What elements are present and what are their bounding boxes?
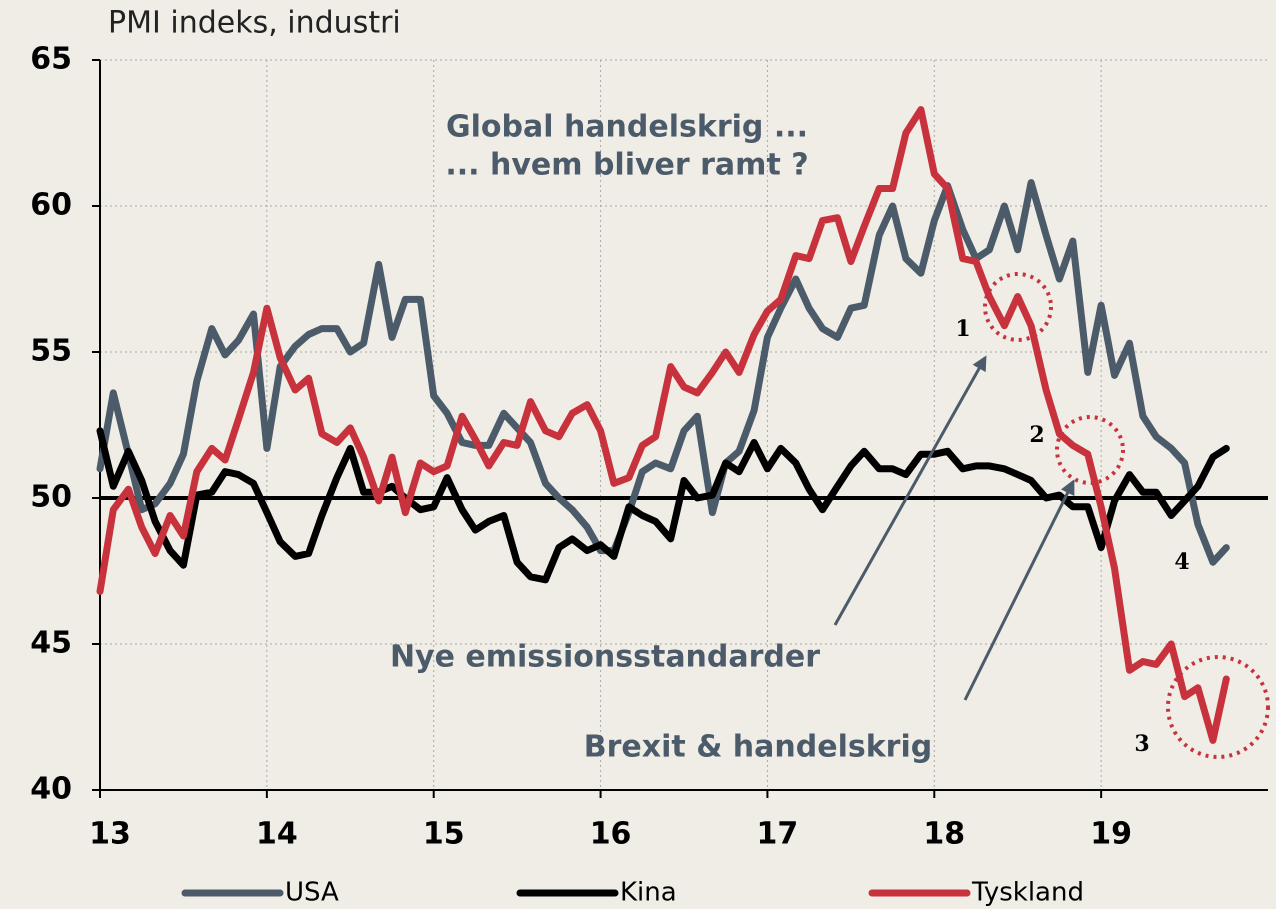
annotation-number: 3 — [1134, 731, 1149, 757]
y-tick-label: 45 — [30, 626, 72, 661]
highlight-circle — [1055, 415, 1125, 485]
line-series — [96, 427, 1230, 584]
x-tick-label: 13 — [89, 817, 131, 852]
y-tick-label: 60 — [30, 188, 72, 223]
legend-label: Kina — [620, 878, 677, 908]
line-series — [96, 179, 1230, 566]
x-tick-label: 15 — [423, 817, 465, 852]
annotation: Global handelskrig ... — [446, 110, 808, 145]
legend-label: USA — [285, 878, 339, 908]
y-tick-label: 40 — [30, 772, 72, 807]
x-tick-label: 18 — [923, 817, 965, 852]
x-tick-label: 19 — [1090, 817, 1132, 852]
highlight-circle — [1166, 655, 1270, 759]
line-series — [96, 106, 1230, 744]
annotation-number: 2 — [1029, 422, 1044, 448]
annotations: Global handelskrig ... ... hvem bliver r… — [390, 110, 1270, 765]
y-tick-label: 50 — [30, 480, 72, 515]
arrow — [833, 355, 987, 626]
arrow — [963, 479, 1075, 701]
highlight-circle — [983, 272, 1053, 342]
annotation-number: 4 — [1174, 549, 1189, 575]
annotation: ... hvem bliver ramt ? — [445, 148, 808, 183]
annotation: Nye emissionsstandarder — [390, 640, 820, 675]
legend-label: Tyskland — [971, 878, 1084, 908]
x-tick-label: 14 — [256, 817, 298, 852]
x-tick-label: 17 — [757, 817, 799, 852]
annotation: Brexit & handelskrig — [584, 730, 932, 765]
annotation-number: 1 — [955, 316, 970, 342]
y-tick-label: 55 — [30, 334, 72, 369]
x-tick-label: 16 — [590, 817, 632, 852]
chart-title: PMI indeks, industri — [108, 6, 401, 41]
y-tick-label: 65 — [30, 42, 72, 77]
